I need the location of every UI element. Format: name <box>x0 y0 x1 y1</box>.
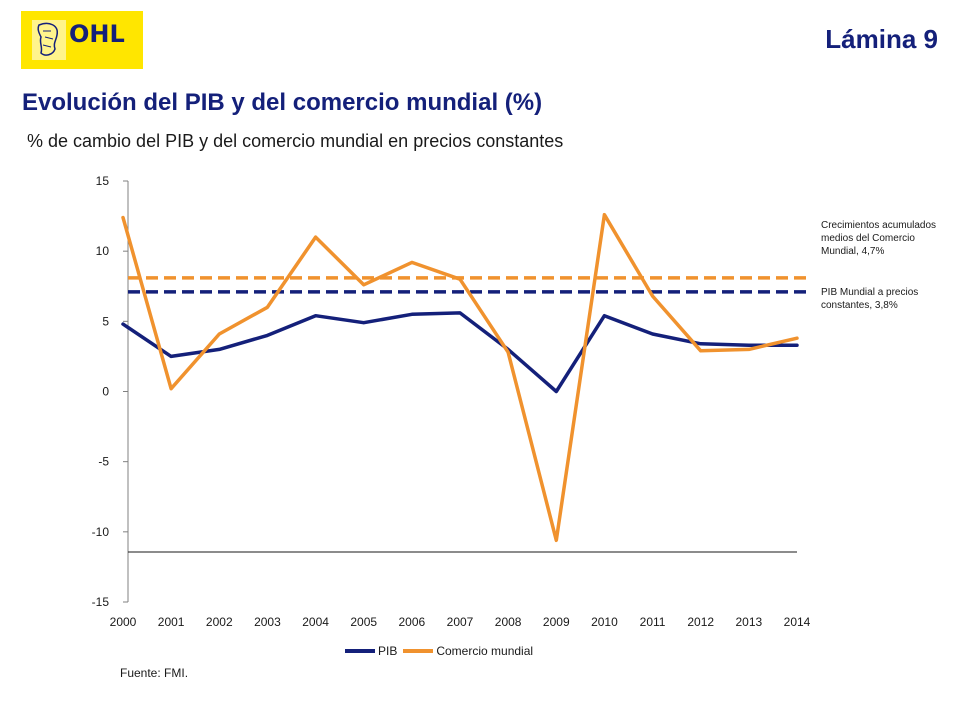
y-tick-label: -15 <box>92 595 110 609</box>
x-tick-label: 2005 <box>350 615 377 629</box>
x-tick-label: 2001 <box>158 615 185 629</box>
ohl-logo: OHL <box>21 11 143 69</box>
y-tick-label: 5 <box>102 314 109 328</box>
trade-average-annotation: Crecimientos acumulados medios del Comer… <box>821 220 937 257</box>
x-tick-label: 2014 <box>784 615 811 629</box>
chart-subtitle: % de cambio del PIB y del comercio mundi… <box>27 131 564 151</box>
source-note: Fuente: FMI. <box>120 666 189 680</box>
x-tick-label: 2012 <box>687 615 714 629</box>
logo-face-icon <box>32 20 66 60</box>
x-tick-label: 2007 <box>447 615 474 629</box>
series-line-comercio <box>121 212 799 543</box>
x-tick-label: 2003 <box>254 615 281 629</box>
x-tick-label: 2009 <box>543 615 570 629</box>
y-tick-label: -10 <box>92 525 110 539</box>
gdp-average-annotation: PIB Mundial a precios constantes, 3,8% <box>821 287 919 311</box>
x-tick-label: 2008 <box>495 615 522 629</box>
y-tick-label: 15 <box>96 174 110 188</box>
legend-label-pib: PIB <box>378 644 398 658</box>
legend-item-comercio: Comercio mundial <box>403 644 533 658</box>
x-tick-label: 2006 <box>399 615 426 629</box>
series-line-pib <box>121 311 799 394</box>
y-tick-label: 0 <box>102 385 109 399</box>
logo-text: OHL <box>69 20 125 48</box>
legend-item-pib: PIB <box>345 644 397 658</box>
x-tick-label: 2000 <box>110 615 137 629</box>
x-tick-label: 2013 <box>736 615 763 629</box>
x-tick-label: 2002 <box>206 615 233 629</box>
legend-label-comercio: Comercio mundial <box>436 644 534 658</box>
y-tick-label: -5 <box>98 455 109 469</box>
legend-swatch-pib <box>345 649 375 653</box>
page-title: Evolución del PIB y del comercio mundial… <box>22 89 543 116</box>
x-tick-label: 2010 <box>591 615 618 629</box>
x-tick-label: 2011 <box>640 615 666 629</box>
y-tick-label: 10 <box>96 244 110 258</box>
slide-label: Lámina 9 <box>825 24 938 54</box>
legend-swatch-comercio <box>403 649 434 653</box>
chart-legend: PIB Comercio mundial <box>345 644 539 658</box>
x-tick-label: 2004 <box>302 615 329 629</box>
